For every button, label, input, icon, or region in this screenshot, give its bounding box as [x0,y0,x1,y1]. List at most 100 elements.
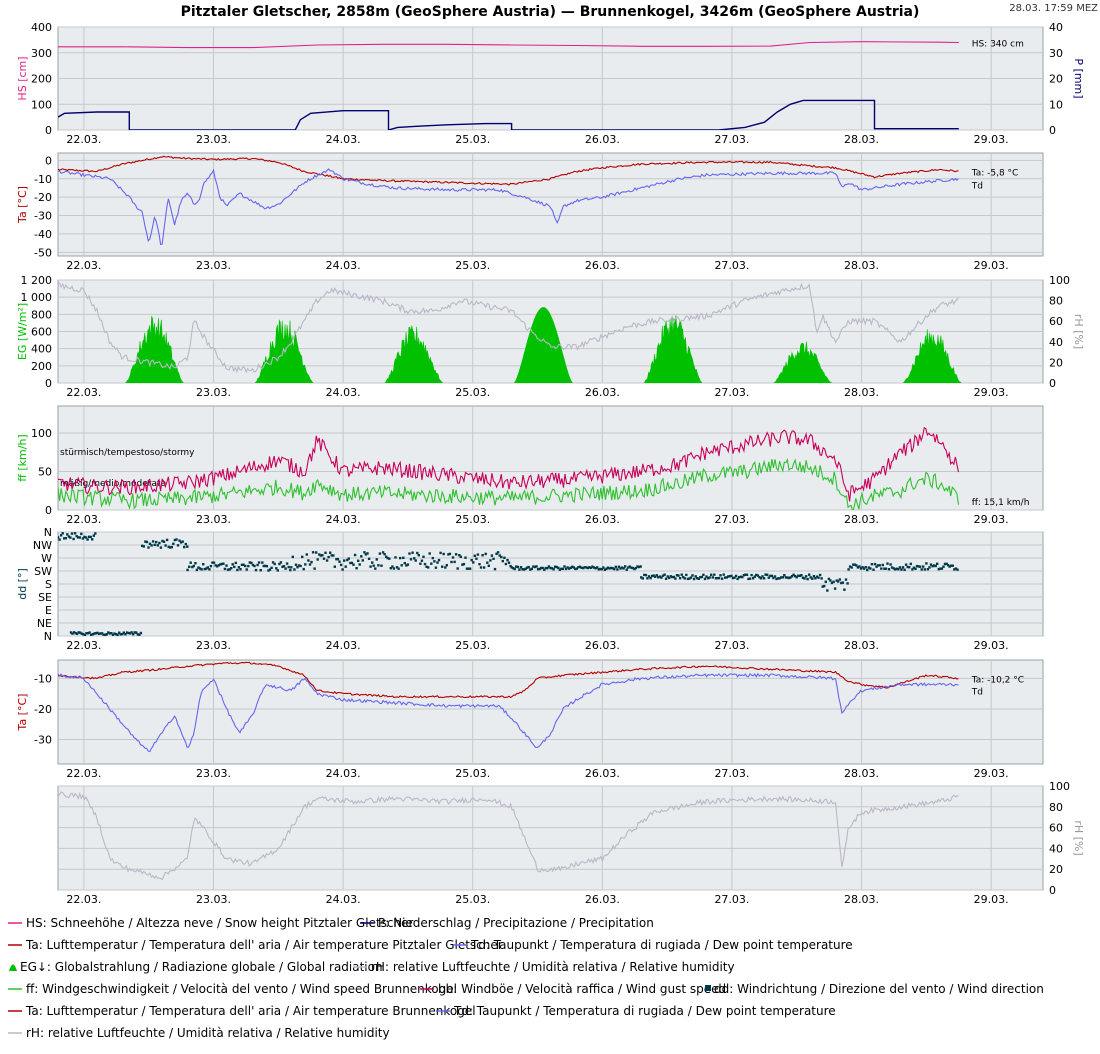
direction-point [936,562,939,565]
direction-point [932,564,936,567]
direction-point [608,567,611,570]
plot-area [58,41,959,130]
y-tick-label: W [41,552,52,565]
direction-point [550,567,554,570]
direction-point [889,563,892,566]
direction-point [764,573,767,576]
legend-area-icon [9,964,17,971]
direction-point [427,566,430,569]
direction-point [403,562,406,565]
direction-point [70,532,74,535]
direction-point [202,563,205,566]
direction-point [104,633,107,636]
direction-point [423,562,427,566]
direction-point [324,551,327,554]
direction-point [790,575,794,578]
direction-point [161,539,164,543]
panel-temp_pitztal: 22.03. 23.03. 24.03. 25.03. 26.03. 27.03. 28.0… [16,152,1044,272]
direction-point [77,536,80,539]
direction-point [188,565,191,568]
direction-point [275,567,278,570]
direction-point [133,631,136,634]
legend-item: HS: Schneehöhe / Altezza neve / Snow hei… [8,916,413,930]
direction-point [918,565,922,568]
x-tick-label: 26.03. [585,639,620,652]
direction-point [526,566,529,569]
direction-point [416,551,419,555]
direction-point [917,565,920,568]
direction-point [82,633,85,636]
direction-point [884,567,888,570]
legend-label: Td: Taupunkt / Temperatura di rugiada / … [470,938,853,952]
direction-point [602,566,605,569]
direction-point [675,574,679,577]
direction-point [151,540,155,543]
x-tick-label: 28.03. [844,513,879,526]
direction-point [279,561,283,564]
direction-point [425,565,428,568]
direction-point [724,576,727,579]
direction-point [63,537,66,540]
radiation-day-area [902,329,962,383]
direction-point [866,568,869,572]
direction-point [939,567,942,570]
direction-point [230,567,233,570]
panel-wind_speed: 22.03. 23.03. 24.03. 25.03. 26.03. 27.03. 28.0… [16,405,1044,526]
direction-point [617,565,621,568]
direction-point [664,577,668,580]
x-tick-label: 29.03. [974,386,1009,399]
tick-labels: 22.03. 23.03. 24.03. 25.03. 26.03. 27.03. 28.0… [16,672,1009,780]
gridlines [58,660,1043,764]
direction-point [943,562,947,566]
y-tick-label: -30 [34,734,52,747]
direction-point [781,576,784,579]
x-tick-label: 26.03. [585,386,620,399]
legend-item: Ta: Lufttemperatur / Temperatura dell' a… [8,938,503,952]
direction-point [173,538,177,542]
direction-point [536,567,540,571]
direction-point [67,535,71,538]
direction-point [507,561,511,564]
x-tick-label: 22.03. [66,133,101,146]
direction-point [264,564,267,568]
direction-point [840,581,843,585]
direction-point [783,574,786,577]
direction-point [58,538,61,541]
x-tick-label: 27.03. [714,259,749,272]
direction-point [293,568,296,571]
y-tick-label: 50 [38,465,52,478]
direction-point [352,563,355,566]
direction-point [297,564,301,567]
direction-point [456,567,459,570]
direction-point [931,565,934,568]
direction-point [411,551,414,554]
direction-point [643,573,646,577]
legend-item: EG↓: Globalstrahlung / Radiazione global… [9,960,383,974]
direction-point [172,542,175,545]
direction-point [465,567,469,570]
direction-point [329,551,332,554]
x-tick-label: 28.03. [844,133,879,146]
plot-area [58,426,960,510]
tick-labels: 22.03. 23.03. 24.03. 25.03. 26.03. 27.03. 28.0… [16,526,1009,652]
direction-point [522,568,526,571]
direction-point [900,568,903,571]
direction-point [487,564,490,567]
direction-point [680,573,683,576]
direction-point [809,576,812,579]
direction-point [183,545,186,549]
direction-point [506,558,509,562]
direction-point [118,631,121,634]
y-tick-label: -20 [34,191,52,204]
direction-point [195,568,199,572]
direction-point [571,565,574,568]
gridlines [58,153,1043,256]
x-tick-label: 22.03. [66,386,101,399]
direction-point [733,576,736,579]
direction-point [400,564,403,567]
direction-point [739,575,742,578]
legend-item: Ta: Lufttemperatur / Temperatura dell' a… [8,1004,476,1018]
y-axis-label: Ta [°C] [16,694,29,732]
direction-point [850,566,853,569]
direction-point [658,575,662,578]
